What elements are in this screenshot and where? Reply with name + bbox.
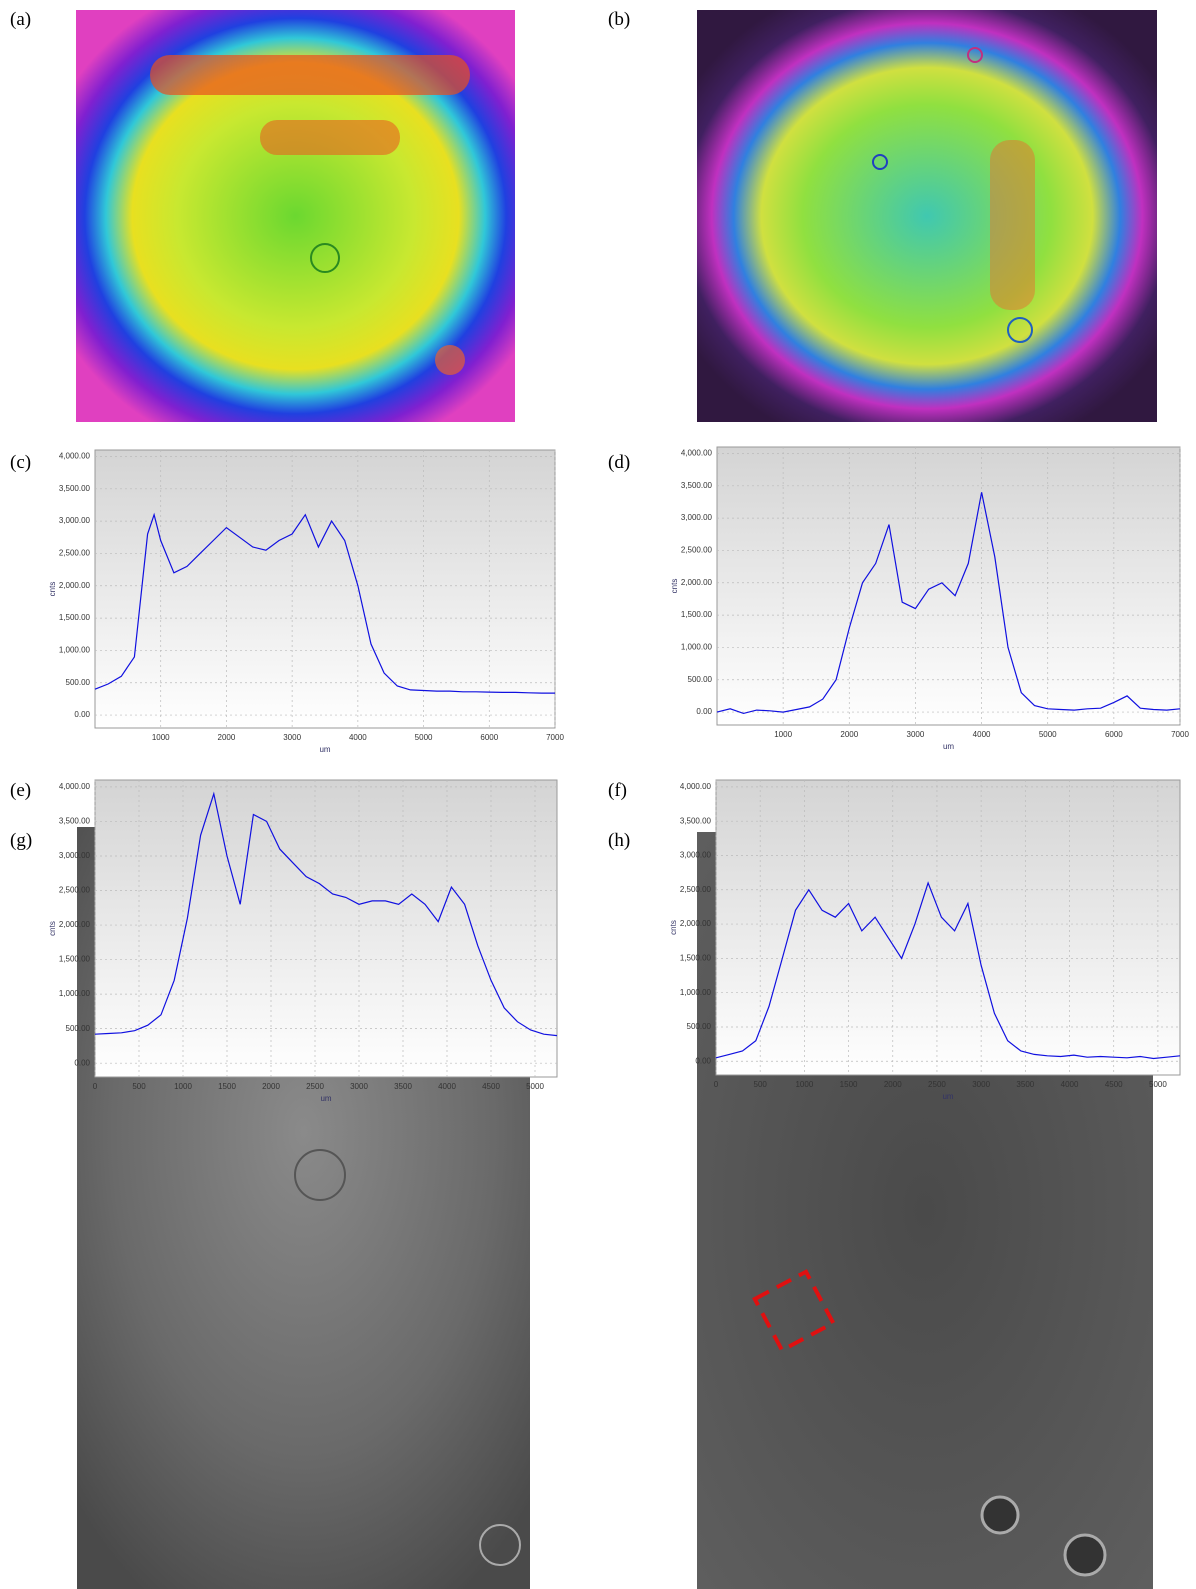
y-tick-label: 4,000.00: [681, 449, 713, 458]
y-tick-label: 1,000.00: [680, 988, 712, 997]
x-tick-label: 500: [132, 1082, 146, 1091]
panel-label: (f): [608, 780, 627, 801]
y-tick-label: 1,500.00: [59, 613, 91, 622]
x-tick-label: 5000: [1149, 1080, 1167, 1089]
x-tick-label: 2000: [840, 730, 858, 739]
y-tick-label: 3,500.00: [59, 817, 91, 826]
y-tick-label: 3,000.00: [680, 851, 712, 860]
y-tick-label: 1,500.00: [681, 610, 713, 619]
y-tick-label: 2,500.00: [59, 549, 91, 558]
profile-line: [715, 881, 1181, 1060]
x-tick-label: 500: [754, 1080, 768, 1089]
x-tick-label: 4000: [973, 730, 991, 739]
image-b: [697, 10, 1157, 422]
x-tick-label: 1000: [774, 730, 792, 739]
x-axis-label: um: [320, 1094, 331, 1103]
x-tick-label: 7000: [546, 733, 564, 742]
panel-label: (d): [608, 452, 630, 473]
y-tick-label: 0.00: [696, 707, 712, 716]
y-tick-label: 1,000.00: [681, 643, 713, 652]
y-tick-label: 500.00: [688, 675, 713, 684]
x-tick-label: 4000: [349, 733, 367, 742]
x-tick-label: 1500: [218, 1082, 236, 1091]
y-tick-label: 3,500.00: [681, 481, 713, 490]
y-tick-label: 4,000.00: [680, 782, 712, 791]
x-tick-label: 0: [714, 1080, 719, 1089]
x-tick-label: 7000: [1171, 730, 1189, 739]
y-tick-label: 500.00: [66, 1024, 91, 1033]
image-a: [76, 10, 515, 422]
y-axis-label: cnts: [48, 921, 57, 936]
panel-label: (a): [10, 9, 31, 30]
x-tick-label: 0: [93, 1082, 98, 1091]
x-tick-label: 4000: [1061, 1080, 1079, 1089]
panel-label: (h): [608, 830, 630, 851]
x-tick-label: 3500: [1016, 1080, 1034, 1089]
y-tick-label: 1,500.00: [680, 953, 712, 962]
x-tick-label: 3000: [283, 733, 301, 742]
y-tick-label: 1,000.00: [59, 646, 91, 655]
x-tick-label: 4000: [438, 1082, 456, 1091]
x-tick-label: 1500: [840, 1080, 858, 1089]
x-tick-label: 3000: [972, 1080, 990, 1089]
y-axis-label: cnts: [670, 579, 679, 594]
panel-label: (e): [10, 780, 31, 801]
profile-line: [94, 791, 558, 1037]
y-tick-label: 0.00: [74, 1058, 90, 1067]
panel-label: (g): [10, 830, 32, 851]
y-tick-label: 2,000.00: [59, 920, 91, 929]
y-tick-label: 500.00: [687, 1022, 712, 1031]
panel-label: (c): [10, 452, 31, 473]
plot-area: [715, 779, 1181, 1076]
y-tick-label: 2,000.00: [59, 581, 91, 590]
y-axis-label: cnts: [669, 920, 678, 935]
x-axis-label: um: [942, 1092, 953, 1101]
y-tick-label: 3,500.00: [680, 816, 712, 825]
y-tick-label: 0.00: [695, 1056, 711, 1065]
y-tick-label: 0.00: [74, 710, 90, 719]
profile-line: [94, 512, 555, 694]
y-tick-label: 2,500.00: [681, 546, 713, 555]
x-tick-label: 2000: [884, 1080, 902, 1089]
plot-area: [94, 449, 556, 729]
x-axis-label: um: [943, 742, 954, 751]
profile-line: [716, 492, 1181, 715]
x-tick-label: 5000: [415, 733, 433, 742]
x-tick-label: 1000: [795, 1080, 813, 1089]
x-tick-label: 3000: [907, 730, 925, 739]
y-tick-label: 2,000.00: [680, 919, 712, 928]
y-axis-label: cnts: [48, 582, 57, 597]
y-tick-label: 1,500.00: [59, 955, 91, 964]
x-tick-label: 2500: [928, 1080, 946, 1089]
plot-area: [94, 779, 558, 1078]
y-tick-label: 3,000.00: [59, 851, 91, 860]
y-tick-label: 3,000.00: [681, 513, 713, 522]
y-tick-label: 4,000.00: [59, 452, 91, 461]
x-axis-label: um: [319, 745, 330, 754]
x-tick-label: 6000: [1105, 730, 1123, 739]
x-tick-label: 4500: [1105, 1080, 1123, 1089]
y-tick-label: 2,000.00: [681, 578, 713, 587]
panel-label: (b): [608, 9, 630, 30]
x-tick-label: 5000: [526, 1082, 544, 1091]
x-tick-label: 2500: [306, 1082, 324, 1091]
x-tick-label: 1000: [152, 733, 170, 742]
y-tick-label: 3,500.00: [59, 484, 91, 493]
y-tick-label: 3,000.00: [59, 516, 91, 525]
x-tick-label: 1000: [174, 1082, 192, 1091]
x-tick-label: 3000: [350, 1082, 368, 1091]
x-tick-label: 3500: [394, 1082, 412, 1091]
y-tick-label: 500.00: [66, 678, 91, 687]
plot-area: [716, 446, 1181, 726]
x-tick-label: 4500: [482, 1082, 500, 1091]
y-tick-label: 1,000.00: [59, 989, 91, 998]
y-tick-label: 4,000.00: [59, 782, 91, 791]
y-tick-label: 2,500.00: [59, 886, 91, 895]
x-tick-label: 2000: [218, 733, 236, 742]
x-tick-label: 5000: [1039, 730, 1057, 739]
x-tick-label: 2000: [262, 1082, 280, 1091]
x-tick-label: 6000: [480, 733, 498, 742]
y-tick-label: 2,500.00: [680, 885, 712, 894]
